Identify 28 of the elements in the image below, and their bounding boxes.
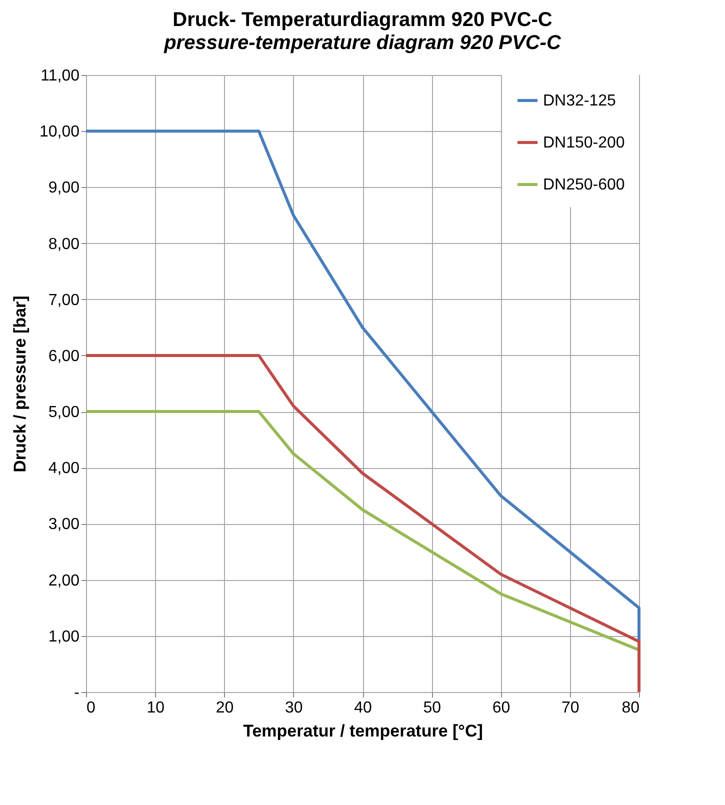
x-tick-label: 40: [354, 700, 372, 716]
y-tick-label: -: [74, 684, 80, 702]
chart-subtitle: pressure-temperature diagram 920 PVC-C: [163, 32, 562, 54]
y-tick-label: 3,00: [48, 516, 80, 534]
y-tick-label: 5,00: [48, 404, 80, 422]
y-axis-title: Druck / pressure [bar]: [10, 296, 30, 472]
y-tick-label: 9,00: [48, 180, 80, 197]
x-tick-label: 80: [622, 700, 640, 716]
y-tick-label: 4,00: [48, 460, 80, 478]
legend-label: DN32-125: [543, 92, 616, 110]
y-tick-label: 11,00: [40, 68, 80, 84]
x-tick-label: 60: [492, 700, 510, 716]
x-axis-title: Temperatur / temperature [°C]: [243, 722, 483, 740]
y-tick-label: 6,00: [48, 348, 80, 365]
x-tick-label: 30: [284, 700, 303, 716]
x-tick-label: 10: [146, 700, 165, 716]
y-tick-label: 10,00: [39, 124, 80, 141]
x-tick-label: 50: [423, 700, 442, 716]
y-tick-label: 1,00: [48, 628, 80, 646]
y-tick-label: 2,00: [48, 572, 80, 590]
y-tick-label: 8,00: [48, 236, 80, 253]
x-tick-label: 0: [86, 700, 96, 716]
x-tick-label: 70: [561, 700, 580, 716]
x-tick-label: 20: [216, 700, 234, 716]
chart-title: Druck- Temperaturdiagramm 920 PVC-C: [172, 9, 552, 31]
legend-label: DN150-200: [543, 134, 625, 152]
y-tick-label: 7,00: [48, 292, 80, 309]
legend-label: DN250-600: [543, 176, 625, 194]
